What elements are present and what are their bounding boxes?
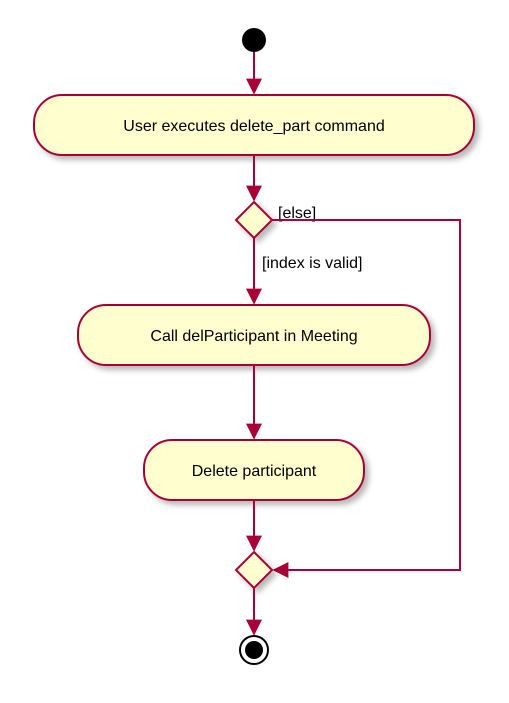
activity-delete-participant-label: Delete participant [192, 463, 317, 480]
activity-execute-command-label: User executes delete_part command [123, 118, 384, 135]
end-node [240, 636, 268, 664]
merge-node [236, 552, 272, 588]
activity-call-delparticipant-label: Call delParticipant in Meeting [150, 328, 357, 345]
decision-index-valid [236, 202, 272, 238]
start-node [242, 28, 266, 52]
activity-diagram: User executes delete_part command [else]… [0, 0, 509, 703]
edge-d1-d2-else [272, 220, 460, 570]
edge-label-valid: [index is valid] [262, 255, 363, 272]
